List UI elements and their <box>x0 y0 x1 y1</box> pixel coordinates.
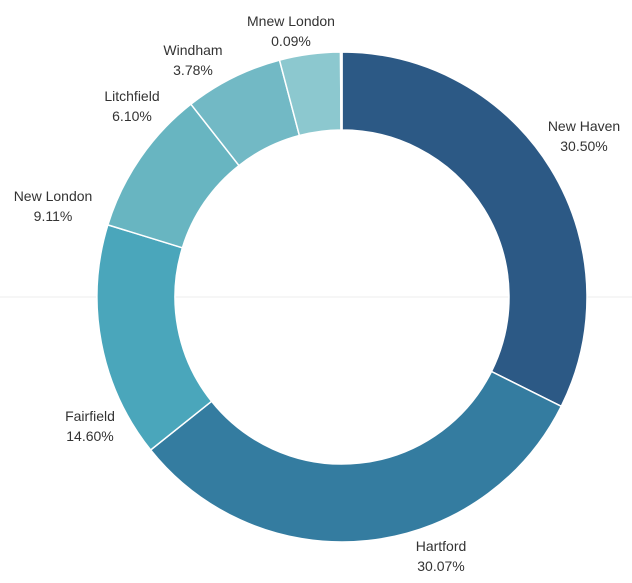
slice-name: Litchfield <box>104 88 159 104</box>
slice-hartford[interactable] <box>149 370 563 543</box>
slice-name: New London <box>14 188 93 204</box>
slice-label-new-haven: New Haven 30.50% <box>548 118 620 154</box>
slice-label-litchfield: Litchfield 6.10% <box>104 88 159 124</box>
slice-label-new-london: New London 9.11% <box>14 188 93 224</box>
slice-mnew-london[interactable] <box>339 51 343 131</box>
slice-value: 3.78% <box>173 62 213 78</box>
slice-value: 6.10% <box>112 108 152 124</box>
donut-slices <box>96 51 588 543</box>
slice-label-mnew-london: Mnew London 0.09% <box>247 13 335 49</box>
slice-name: Hartford <box>416 538 467 554</box>
slice-value: 14.60% <box>66 428 113 444</box>
slice-label-fairfield: Fairfield 14.60% <box>65 408 115 444</box>
slice-name: Fairfield <box>65 408 115 424</box>
slice-value: 30.07% <box>417 558 464 574</box>
slice-value: 30.50% <box>560 138 607 154</box>
slice-label-windham: Windham 3.78% <box>163 42 222 78</box>
slice-name: Windham <box>163 42 222 58</box>
slice-label-hartford: Hartford 30.07% <box>416 538 467 574</box>
slice-value: 9.11% <box>34 208 73 224</box>
slice-new-haven[interactable] <box>341 51 588 408</box>
slice-name: New Haven <box>548 118 620 134</box>
donut-labels: New Haven 30.50% Hartford 30.07% Fairfield 14… <box>14 13 621 574</box>
slice-value: 0.09% <box>271 33 311 49</box>
slice-name: Mnew London <box>247 13 335 29</box>
